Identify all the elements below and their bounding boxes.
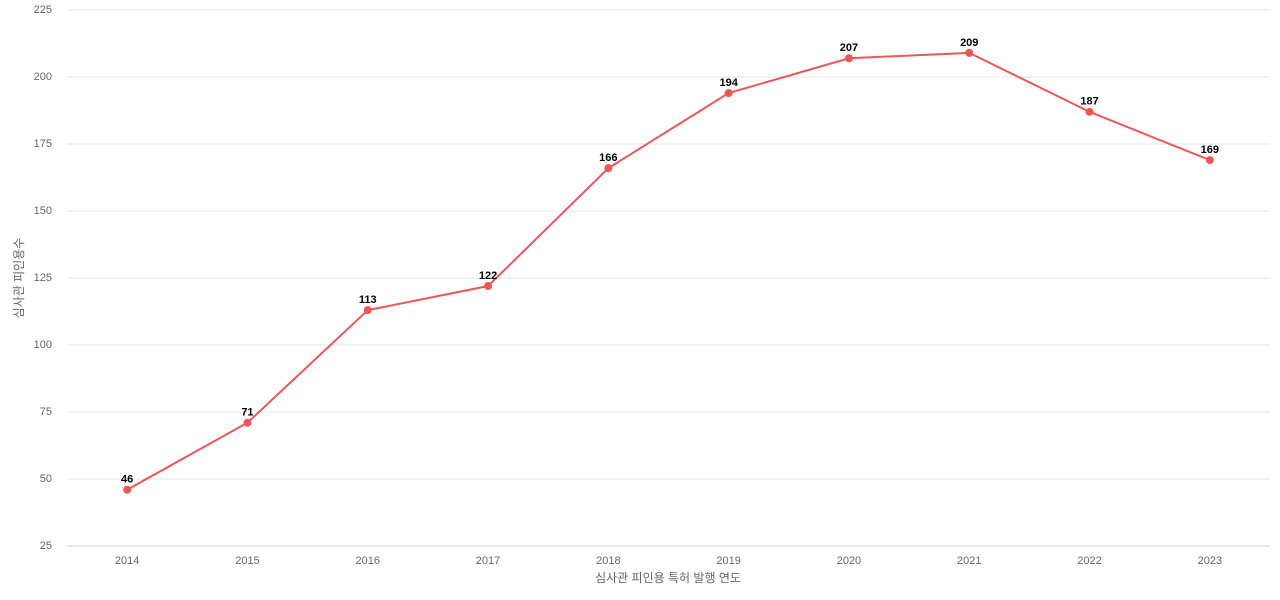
value-label: 122 — [479, 270, 497, 282]
y-tick-label: 50 — [40, 473, 52, 485]
x-tick-label: 2017 — [476, 555, 500, 567]
value-label: 166 — [599, 152, 617, 164]
value-label: 207 — [840, 42, 858, 54]
point — [604, 164, 613, 173]
y-tick-label: 100 — [34, 339, 52, 351]
point — [1205, 156, 1214, 165]
point — [363, 306, 372, 315]
value-label: 113 — [359, 294, 377, 306]
y-tick-label: 225 — [34, 4, 52, 16]
x-axis-label: 심사관 피인용 특허 발행 연도 — [595, 570, 741, 585]
x-tick-label: 2019 — [716, 555, 740, 567]
point — [1085, 107, 1094, 116]
x-tick-label: 2018 — [596, 555, 620, 567]
y-tick-label: 75 — [40, 406, 52, 418]
line — [126, 51, 1211, 491]
point — [724, 89, 733, 98]
point — [243, 418, 252, 427]
y-tick-label: 200 — [34, 71, 52, 83]
x-tick-label: 2014 — [115, 555, 139, 567]
x-tick-label: 2015 — [235, 555, 259, 567]
value-label: 209 — [960, 37, 978, 49]
point — [844, 54, 853, 63]
x-tick-label: 2022 — [1077, 555, 1101, 567]
y-axis-label: 심사관 피인용수 — [12, 238, 26, 319]
x-tick-label: 2016 — [356, 555, 380, 567]
point — [965, 48, 974, 57]
x-tick-label: 2023 — [1198, 555, 1222, 567]
y-tick-label: 175 — [34, 138, 52, 150]
point — [123, 485, 132, 494]
value-label: 187 — [1080, 96, 1098, 108]
value-label: 169 — [1201, 144, 1219, 156]
y-tick-label: 150 — [34, 205, 52, 217]
x-tick-label: 2021 — [957, 555, 981, 567]
value-label: 46 — [121, 474, 133, 486]
value-label: 71 — [241, 407, 253, 419]
value-label: 194 — [719, 77, 738, 89]
x-tick-label: 2020 — [837, 555, 861, 567]
point — [484, 282, 493, 291]
y-tick-label: 25 — [40, 540, 52, 552]
y-tick-label: 125 — [34, 272, 52, 284]
